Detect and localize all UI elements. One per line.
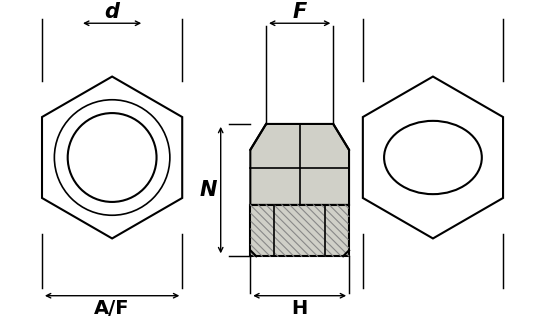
Text: d: d <box>104 2 119 22</box>
Text: F: F <box>293 2 307 22</box>
Text: A/F: A/F <box>95 299 130 318</box>
Bar <box>250 205 349 256</box>
Text: H: H <box>292 299 308 318</box>
Polygon shape <box>250 124 349 205</box>
Bar <box>250 205 349 256</box>
Text: N: N <box>199 180 217 200</box>
